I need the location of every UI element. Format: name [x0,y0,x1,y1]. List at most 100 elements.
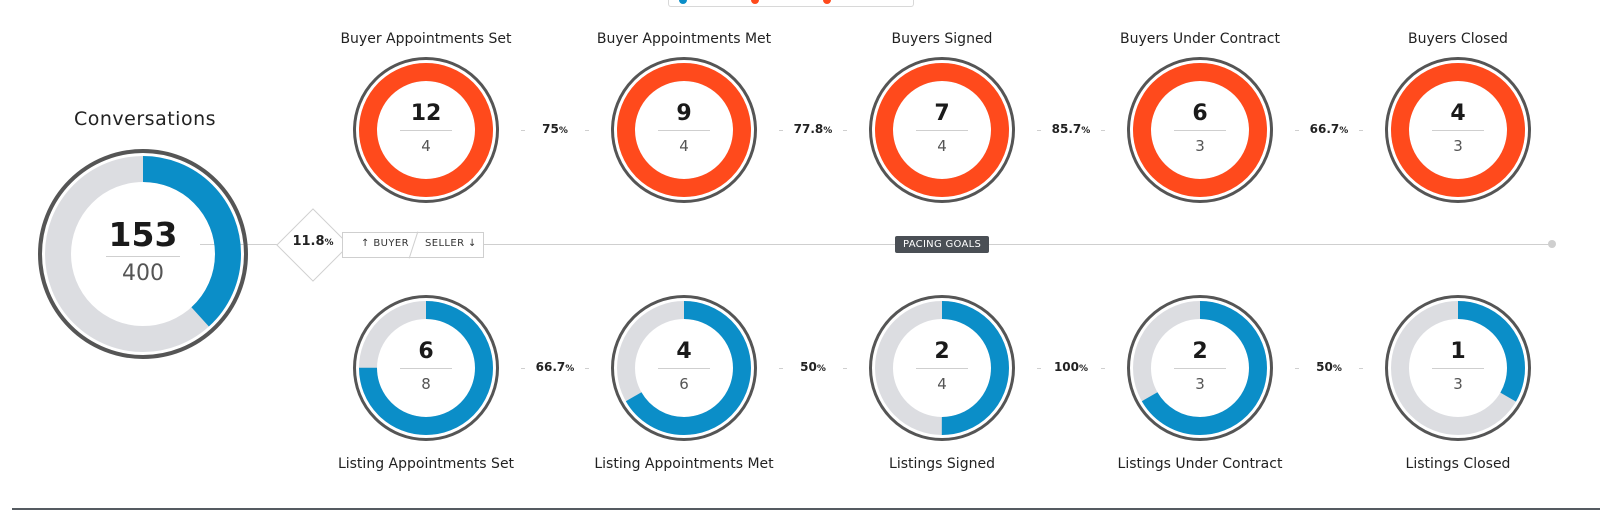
buyer-stage-actual: 12 [410,101,442,126]
listing-stage-divider [1174,368,1226,369]
listing-conversion-rate-value: 100 [1053,360,1080,374]
listing-conversion-rate-value: 50 [800,360,817,374]
buyer-conversion-rate-unit: % [558,126,568,136]
legend-dot-orange [751,0,759,4]
listing-stage-progress-arc [359,301,493,435]
listing-stage-outer-ring [353,295,499,441]
buyer-stage-ring [611,57,757,203]
listing-stage-goal: 4 [937,375,947,393]
conversations-ring [38,149,248,359]
conversations-progress-arc [45,156,241,352]
pacing-goals-badge[interactable]: PACING GOALS [895,236,990,253]
listing-stage-outer-ring [869,295,1015,441]
listing-stage-label: Listings Closed [1405,456,1511,472]
conversion-rate-value: 11.8 [292,234,325,249]
buyer-conversion-rate-unit: % [1081,126,1091,136]
legend-dot-blue [679,0,687,4]
listing-stage-actual: 1 [1450,339,1466,364]
listing-conversion-rate-unit: % [565,364,575,374]
buyer-stage-divider [400,130,452,131]
listing-stage-label: Listing Appointments Set [337,456,515,472]
listing-stage-actual: 6 [418,339,434,364]
buyer-conversion-rate-value: 85.7 [1051,122,1082,136]
buyer-stage-label: Buyer Appointments Met [596,31,772,47]
listing-conversion-rate-value: 66.7 [535,360,566,374]
bottom-divider [12,508,1600,510]
buyer-stage-progress-arc [875,63,1009,197]
listing-stage-progress-arc [1133,301,1267,435]
listing-conversion-rate: 50% [783,360,843,374]
listing-stage-divider [400,368,452,369]
listing-conversion-rate-unit: % [1079,364,1089,374]
buyer-stage-ring [1385,57,1531,203]
buyer-stage-actual: 7 [934,101,950,126]
listing-stage-outer-ring [611,295,757,441]
listing-stage-goal: 6 [679,375,689,393]
buyer-stage-goal: 4 [937,137,947,155]
buyer-stage-progress-arc [359,63,493,197]
listing-stage-progress-arc [875,301,1009,435]
buyer-stage-divider [1174,130,1226,131]
legend-fragment [668,0,914,7]
pacing-axis-line [200,244,1552,245]
listing-conversion-rate: 100% [1041,360,1101,374]
listing-conversion-rate: 50% [1299,360,1359,374]
listing-stage-outer-ring [1385,295,1531,441]
pacing-axis-end-dot [1548,240,1556,248]
listing-stage-progress-arc [1391,301,1525,435]
buyer-stage-divider [1432,130,1484,131]
buyer-stage-ring [869,57,1015,203]
buyer-stage-progress-arc [1133,63,1267,197]
listing-stage-label: Listing Appointments Met [594,456,774,472]
buyer-stage-gauge[interactable]: 12 4 [353,57,499,203]
conversations-gauge[interactable]: 153 400 [38,149,248,359]
listing-stage-ring [353,295,499,441]
buyer-stage-divider [658,130,710,131]
buyer-stage-progress-arc [617,63,751,197]
buyer-stage-goal: 3 [1195,137,1205,155]
buyer-stage-ring [1127,57,1273,203]
buyer-conversion-rate: 75% [525,122,585,136]
buyer-conversion-rate-value: 77.8 [793,122,824,136]
buyer-stage-label: Buyer Appointments Set [340,31,512,47]
listing-stage-progress-arc [617,301,751,435]
conversations-outer-ring [38,149,248,359]
buyer-conversion-rate: 85.7% [1041,122,1101,136]
buyer-conversion-rate-unit: % [823,126,833,136]
listing-conversion-rate-value: 50 [1316,360,1333,374]
buyer-conversion-rate: 77.8% [783,122,843,136]
listing-stage-divider [658,368,710,369]
buyer-stage-outer-ring [869,57,1015,203]
buyer-stage-outer-ring [1385,57,1531,203]
listing-stage-ring [869,295,1015,441]
toggle-seller-button[interactable]: SELLER ↓ [425,238,477,249]
conversations-actual: 153 [108,215,178,254]
listing-stage-ring [1127,295,1273,441]
buyer-stage-goal: 3 [1453,137,1463,155]
conversations-goal: 400 [122,261,164,286]
buyer-stage-outer-ring [1127,57,1273,203]
buyer-stage-divider [916,130,968,131]
listing-stage-actual: 4 [676,339,692,364]
listing-stage-divider [916,368,968,369]
buyer-conversion-rate-unit: % [1339,126,1349,136]
legend-dot-red [823,0,831,4]
listing-stage-label: Listings Under Contract [1117,456,1283,472]
listing-stage-outer-ring [1127,295,1273,441]
toggle-buyer-button[interactable]: ↑ BUYER [361,238,409,249]
buyer-conversion-rate: 66.7% [1299,122,1359,136]
buyer-seller-toggle: ↑ BUYER SELLER ↓ [342,231,484,259]
buyer-conversion-rate-value: 66.7 [1309,122,1340,136]
buyer-stage-progress-arc [1391,63,1525,197]
buyer-stage-actual: 4 [1450,101,1466,126]
listing-stage-goal: 8 [421,375,431,393]
